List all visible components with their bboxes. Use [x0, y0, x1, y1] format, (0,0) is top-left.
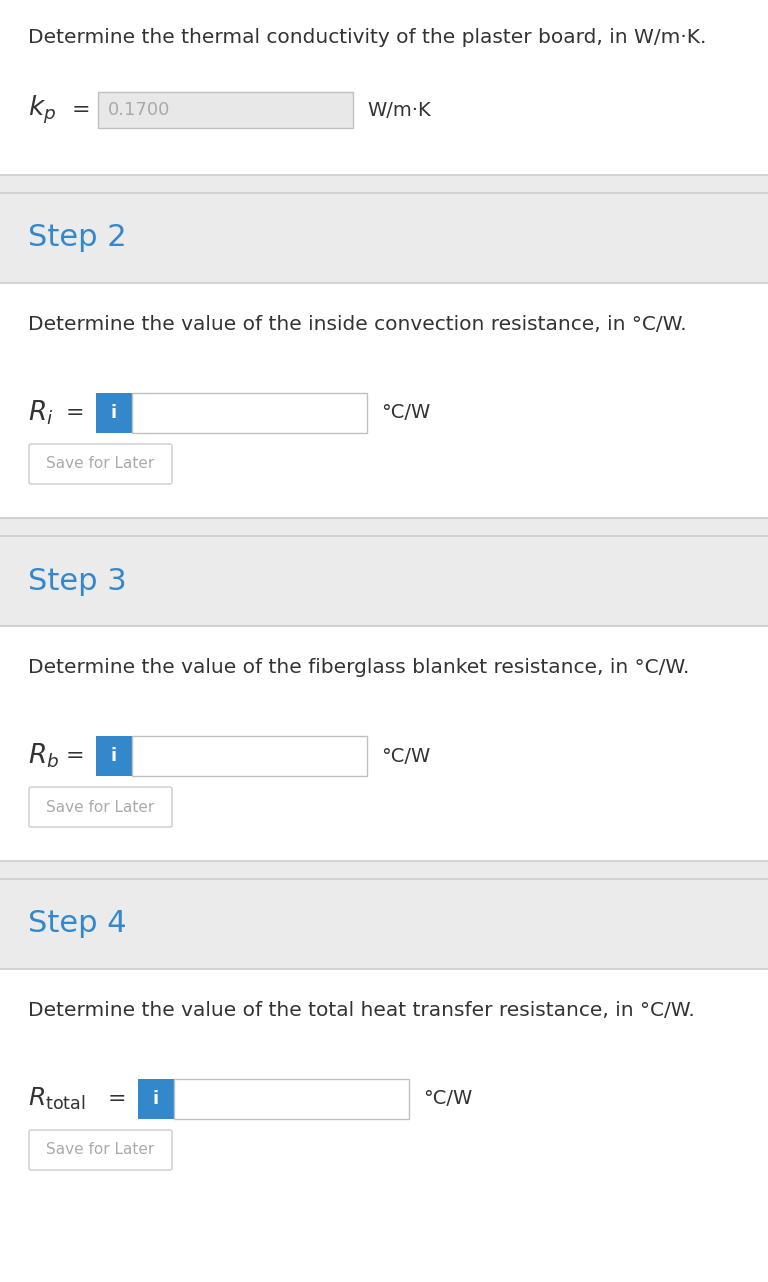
Text: i: i	[111, 747, 117, 765]
Bar	[0, 194, 768, 283]
Text: °C/W: °C/W	[423, 1090, 472, 1109]
Text: W/m·K: W/m·K	[367, 100, 431, 119]
Bar	[0, 1219, 768, 1282]
Text: =: =	[66, 403, 84, 423]
Bar	[0, 176, 768, 194]
Bar	[0, 969, 768, 1219]
Text: Determine the value of the fiberglass blanket resistance, in °C/W.: Determine the value of the fiberglass bl…	[28, 658, 690, 677]
Text: i: i	[111, 404, 117, 422]
Text: Determine the value of the total heat transfer resistance, in °C/W.: Determine the value of the total heat tr…	[28, 1001, 695, 1020]
Bar	[0, 536, 768, 626]
FancyBboxPatch shape	[174, 1079, 409, 1119]
FancyBboxPatch shape	[29, 787, 172, 827]
Text: Step 3: Step 3	[28, 567, 127, 596]
Text: $k_p$: $k_p$	[28, 94, 56, 126]
Text: °C/W: °C/W	[381, 746, 430, 765]
Text: Determine the thermal conductivity of the plaster board, in W/m·K.: Determine the thermal conductivity of th…	[28, 28, 707, 47]
Text: i: i	[153, 1090, 159, 1108]
Text: 0.1700: 0.1700	[108, 101, 170, 119]
Text: $R_i$: $R_i$	[28, 399, 53, 427]
Bar	[0, 862, 768, 879]
FancyBboxPatch shape	[29, 444, 172, 485]
Text: Step 2: Step 2	[28, 223, 127, 253]
Bar	[138, 1079, 174, 1119]
Bar	[0, 879, 768, 969]
Bar	[0, 0, 768, 176]
Text: =: =	[108, 1088, 127, 1109]
Text: Determine the value of the inside convection resistance, in °C/W.: Determine the value of the inside convec…	[28, 315, 687, 335]
Bar	[0, 283, 768, 518]
Text: =: =	[66, 746, 84, 767]
FancyBboxPatch shape	[29, 1129, 172, 1170]
FancyBboxPatch shape	[98, 92, 353, 128]
Text: $R_\mathrm{total}$: $R_\mathrm{total}$	[28, 1086, 86, 1111]
Bar	[96, 394, 132, 433]
FancyBboxPatch shape	[132, 736, 367, 776]
Text: =: =	[72, 100, 91, 121]
Text: Save for Later: Save for Later	[46, 456, 154, 472]
Bar	[0, 518, 768, 536]
Bar	[0, 626, 768, 862]
Bar	[96, 736, 132, 776]
Text: $R_b$: $R_b$	[28, 742, 59, 770]
Text: Step 4: Step 4	[28, 909, 127, 938]
Text: Save for Later: Save for Later	[46, 1142, 154, 1158]
Text: °C/W: °C/W	[381, 404, 430, 423]
Text: Save for Later: Save for Later	[46, 800, 154, 814]
FancyBboxPatch shape	[132, 394, 367, 433]
